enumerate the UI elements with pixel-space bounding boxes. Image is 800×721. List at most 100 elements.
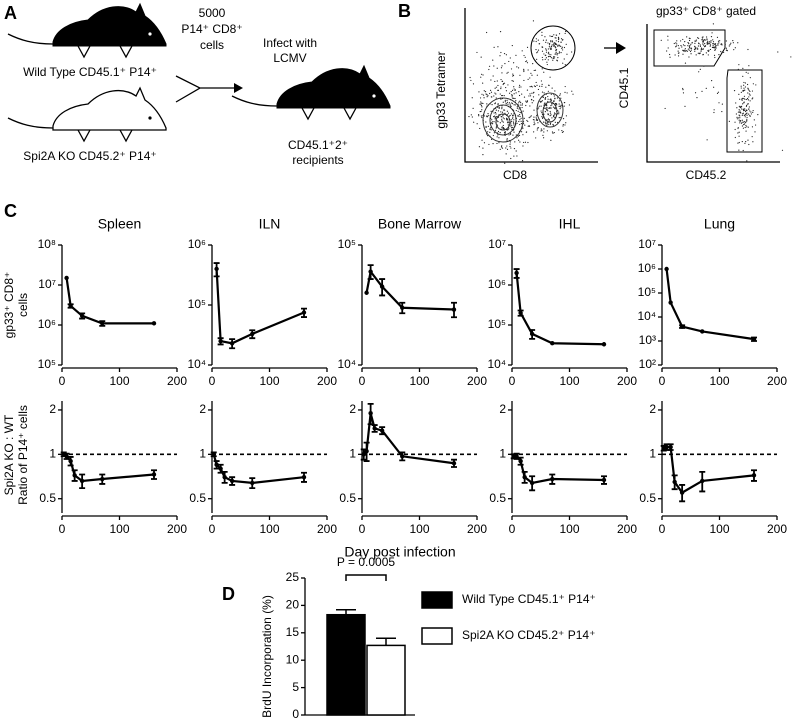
flow-dot — [536, 84, 538, 86]
flow-dot — [487, 112, 489, 115]
y-tick-label: 10² — [639, 357, 656, 371]
flow-dot — [699, 45, 701, 47]
mouse-icon — [7, 3, 167, 59]
flow-dot — [747, 99, 750, 101]
flow-dot — [490, 122, 493, 124]
flow-dot — [550, 48, 552, 50]
legend-swatch — [421, 627, 453, 645]
y-tick-label: 10⁵ — [338, 237, 356, 251]
flow-dot — [480, 76, 482, 78]
flow-dot — [545, 120, 547, 122]
flow-dot — [496, 124, 499, 126]
flow-dot — [512, 122, 515, 124]
flow-dot — [751, 98, 753, 100]
flow-dot — [496, 136, 498, 138]
flow-dot — [704, 39, 706, 41]
flow-dot — [518, 101, 520, 103]
flow-dot — [745, 105, 748, 107]
flow-dot — [512, 134, 514, 136]
flow-dot — [478, 115, 480, 117]
flow-dot — [741, 108, 743, 110]
panel-label: B — [398, 1, 411, 21]
flow-dot — [557, 52, 559, 55]
flow-dot — [513, 155, 515, 157]
flow-dot — [532, 20, 535, 22]
flow-dot — [556, 97, 559, 99]
flow-dot — [743, 95, 746, 97]
flow-dot — [696, 47, 698, 49]
flow-dot — [561, 131, 564, 133]
flow-dot — [748, 65, 750, 67]
axis-label: gp33 Tetramer — [434, 51, 448, 128]
flow-dot — [480, 73, 483, 75]
chart-title: IHL — [559, 216, 581, 232]
flow-dot — [738, 141, 740, 144]
flow-dot — [496, 117, 498, 119]
flow-dot — [496, 120, 498, 122]
flow-dot — [701, 90, 703, 92]
flow-dot — [525, 104, 527, 107]
flow-dot — [506, 101, 508, 103]
flow-dot — [508, 139, 511, 142]
flow-dot — [490, 79, 492, 81]
flow-dot — [694, 47, 697, 49]
flow-dot — [678, 52, 680, 54]
flow-dot — [529, 86, 531, 88]
flow-dot — [746, 97, 749, 100]
flow-dot — [743, 102, 745, 104]
flow-dot — [706, 38, 708, 40]
flow-dot — [530, 85, 533, 87]
flow-dot — [480, 110, 482, 113]
flow-dot — [721, 110, 723, 113]
y-tick-label: 0 — [292, 707, 299, 721]
flow-dot — [550, 93, 552, 95]
flow-dot — [545, 39, 547, 41]
flow-dot — [495, 107, 497, 109]
x-tick-label: 100 — [709, 374, 729, 388]
flow-dot — [551, 117, 553, 119]
flow-dot — [497, 130, 500, 133]
flow-dot — [698, 52, 700, 55]
flow-dot — [553, 112, 556, 114]
flow-dot — [743, 124, 745, 126]
flow-dot — [509, 125, 511, 127]
data-point — [379, 284, 385, 289]
y-tick-label: 10⁴ — [187, 357, 206, 371]
flow-dot — [542, 134, 544, 136]
x-tick-label: 100 — [709, 522, 729, 536]
flow-dot — [706, 42, 708, 44]
flow-dot — [516, 107, 518, 109]
flow-dot — [549, 122, 552, 124]
flow-dot — [523, 54, 525, 57]
flow-dot — [473, 121, 475, 123]
flow-dot — [498, 137, 500, 139]
flow-dot — [537, 39, 539, 41]
flow-dot — [519, 74, 521, 76]
flow-dot — [549, 35, 551, 37]
flow-dot — [744, 121, 746, 123]
flow-dot — [746, 112, 748, 114]
flow-dot — [545, 51, 548, 53]
flow-dot — [488, 114, 490, 117]
flow-dot — [546, 119, 548, 121]
flow-dot — [745, 130, 747, 132]
flow-dot — [482, 154, 484, 156]
flow-dot — [558, 44, 560, 46]
flow-dot — [553, 43, 555, 46]
flow-dot — [500, 128, 502, 130]
x-tick-label: 0 — [209, 522, 216, 536]
y-axis-label: Spi2A KO : WT — [2, 414, 16, 495]
flow-dot — [503, 131, 506, 133]
flow-dot — [535, 137, 537, 139]
flow-dot — [781, 149, 784, 151]
flow-dot — [679, 40, 682, 42]
flow-dot — [557, 36, 560, 38]
flow-dot — [547, 42, 549, 44]
legend-label: Wild Type CD45.1⁺ P14⁺ — [462, 592, 596, 606]
flow-dot — [513, 131, 515, 133]
flow-dot — [545, 49, 548, 51]
flow-dot — [526, 62, 529, 64]
flow-dot — [709, 44, 712, 46]
flow-dot — [551, 102, 553, 105]
flow-dot — [712, 39, 714, 41]
